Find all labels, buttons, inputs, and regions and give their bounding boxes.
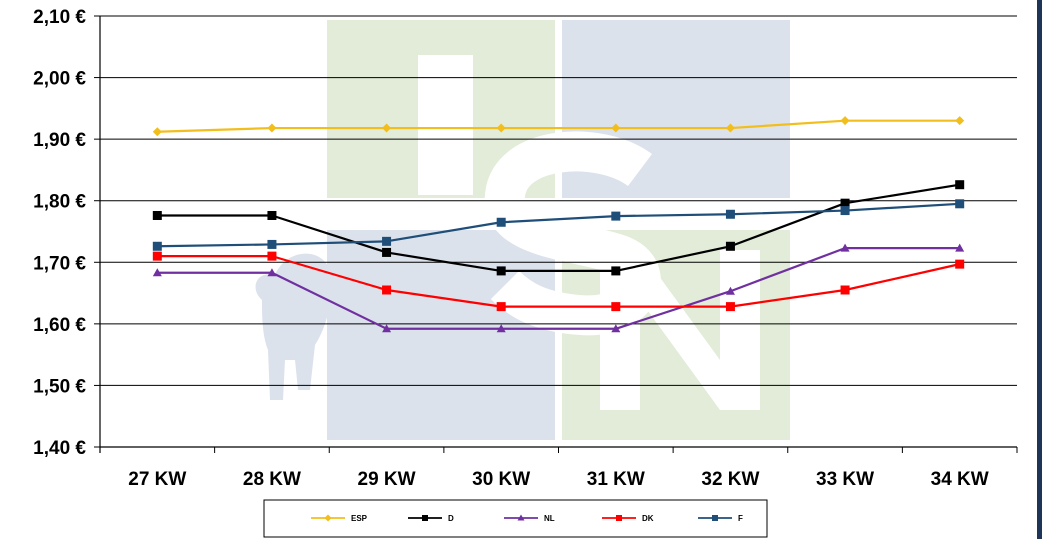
- data-point: [382, 324, 392, 333]
- legend-item-esp: ESP: [311, 514, 368, 523]
- data-point: [267, 251, 277, 261]
- data-point: [611, 324, 621, 333]
- data-point: [382, 123, 392, 133]
- chart-series: [152, 116, 965, 333]
- x-tick-label: 33 KW: [816, 469, 874, 490]
- data-point: [611, 123, 621, 133]
- data-point: [955, 116, 965, 126]
- data-point: [382, 285, 392, 295]
- window-edge: [1037, 0, 1042, 539]
- data-point: [496, 266, 506, 276]
- data-point: [267, 210, 277, 220]
- chart-legend: ESP D NL DK F: [263, 499, 768, 538]
- series-esp: [152, 116, 965, 137]
- data-point: [840, 116, 850, 126]
- data-point: [496, 217, 506, 227]
- watermark-block-blue-bottom: [327, 230, 555, 440]
- data-point: [840, 243, 850, 252]
- series-line-dk: [157, 255, 960, 308]
- data-point: [152, 251, 162, 261]
- data-point: [611, 266, 621, 276]
- series-line-esp: [157, 119, 960, 133]
- data-point: [955, 259, 965, 269]
- x-tick-label: 31 KW: [587, 469, 645, 490]
- x-tick-label: 32 KW: [701, 469, 759, 490]
- data-point: [840, 198, 850, 208]
- data-point: [152, 241, 162, 251]
- legend-label: F: [738, 514, 743, 523]
- series-dk: [152, 251, 965, 312]
- data-point: [725, 302, 735, 312]
- data-point: [152, 268, 162, 277]
- legend-label: NL: [544, 514, 555, 523]
- chart-axes: 1,40 € 1,50 € 1,60 € 1,70 € 1,80 € 1,90 € 2,00…: [33, 7, 1018, 490]
- legend-swatch-marker: [712, 515, 718, 521]
- data-point: [840, 206, 850, 216]
- data-point: [955, 199, 965, 209]
- legend-swatch-marker: [517, 514, 525, 521]
- data-point: [725, 209, 735, 219]
- y-tick-label: 1,50 €: [33, 376, 86, 397]
- data-point: [152, 210, 162, 220]
- y-tick-label: 1,60 €: [33, 315, 86, 336]
- data-point: [496, 123, 506, 133]
- data-point: [152, 127, 162, 137]
- watermark-letter-i: [418, 55, 473, 195]
- data-point: [382, 247, 392, 257]
- x-tick-label: 28 KW: [243, 469, 301, 490]
- data-point: [840, 285, 850, 295]
- legend-item-d: D: [408, 514, 454, 523]
- watermark-letter-s: [484, 131, 661, 336]
- x-tick-label: 29 KW: [358, 469, 416, 490]
- legend-item-dk: DK: [602, 514, 654, 523]
- legend-swatch-marker: [422, 515, 428, 521]
- data-point: [725, 241, 735, 251]
- y-tick-label: 1,70 €: [33, 253, 86, 274]
- series-line-nl: [157, 247, 960, 330]
- legend-label: ESP: [351, 514, 368, 523]
- legend-item-nl: NL: [504, 514, 555, 523]
- y-tick-label: 1,40 €: [33, 438, 86, 459]
- y-tick-label: 2,00 €: [33, 69, 86, 90]
- series-f: [152, 199, 965, 251]
- data-point: [725, 286, 735, 295]
- isn-watermark-logo: [255, 20, 790, 440]
- watermark-pig-icon: [255, 253, 332, 400]
- series-line-f: [157, 202, 960, 248]
- legend-swatch-marker: [616, 515, 622, 521]
- data-point: [267, 268, 277, 277]
- data-point: [611, 211, 621, 221]
- data-point: [267, 123, 277, 133]
- data-point: [955, 243, 965, 252]
- legend-label: D: [448, 514, 454, 523]
- y-tick-label: 1,80 €: [33, 192, 86, 213]
- x-tick-label: 34 KW: [931, 469, 989, 490]
- data-point: [611, 302, 621, 312]
- x-tick-label: 27 KW: [128, 469, 186, 490]
- x-tick-label: 30 KW: [472, 469, 530, 490]
- y-tick-label: 2,10 €: [33, 7, 86, 28]
- data-point: [496, 324, 506, 333]
- legend-swatch-marker: [324, 514, 332, 522]
- data-point: [955, 180, 965, 190]
- y-tick-label: 1,90 €: [33, 130, 86, 151]
- series-nl: [152, 243, 965, 333]
- legend-item-f: F: [698, 514, 743, 523]
- legend-label: DK: [642, 514, 654, 523]
- data-point: [725, 123, 735, 133]
- data-point: [496, 302, 506, 312]
- data-point: [382, 236, 392, 246]
- data-point: [267, 239, 277, 249]
